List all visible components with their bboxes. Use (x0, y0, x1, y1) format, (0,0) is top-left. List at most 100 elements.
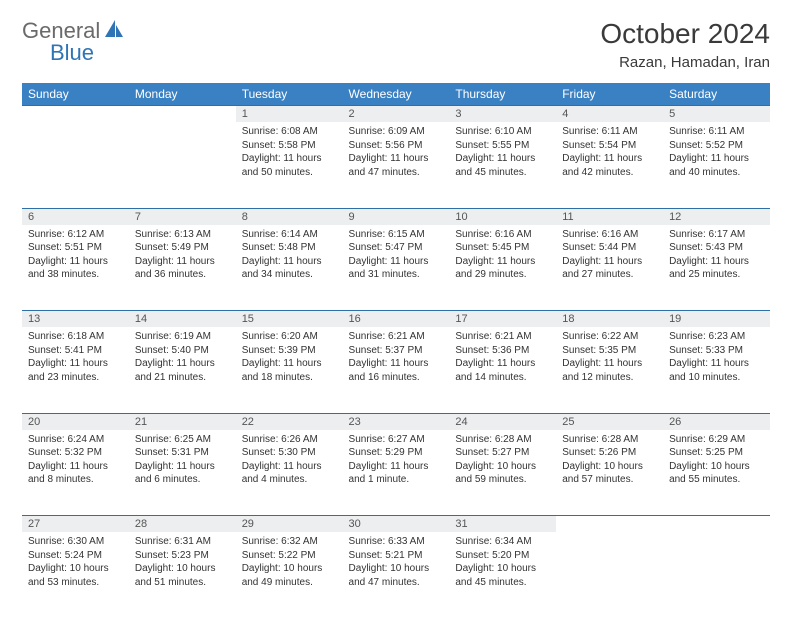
weekday-header: Monday (129, 83, 236, 106)
sunrise-line: Sunrise: 6:21 AM (349, 330, 444, 344)
day-cell: Sunrise: 6:17 AMSunset: 5:43 PMDaylight:… (663, 225, 770, 311)
day-cell: Sunrise: 6:26 AMSunset: 5:30 PMDaylight:… (236, 430, 343, 516)
day-number: 12 (663, 208, 770, 225)
sunrise-line: Sunrise: 6:12 AM (28, 228, 123, 242)
day-number: 7 (129, 208, 236, 225)
day-number (22, 106, 129, 123)
sunset-line: Sunset: 5:22 PM (242, 549, 337, 563)
sunrise-line: Sunrise: 6:11 AM (669, 125, 764, 139)
sunrise-line: Sunrise: 6:16 AM (455, 228, 550, 242)
sunrise-line: Sunrise: 6:15 AM (349, 228, 444, 242)
day-number: 13 (22, 311, 129, 328)
sunrise-line: Sunrise: 6:10 AM (455, 125, 550, 139)
day-cell: Sunrise: 6:16 AMSunset: 5:44 PMDaylight:… (556, 225, 663, 311)
sunset-line: Sunset: 5:30 PM (242, 446, 337, 460)
title-block: October 2024 Razan, Hamadan, Iran (600, 18, 770, 71)
sunset-line: Sunset: 5:24 PM (28, 549, 123, 563)
sunrise-line: Sunrise: 6:26 AM (242, 433, 337, 447)
day-content-row: Sunrise: 6:18 AMSunset: 5:41 PMDaylight:… (22, 327, 770, 413)
daylight-line: Daylight: 11 hours and 12 minutes. (562, 357, 657, 384)
day-cell: Sunrise: 6:15 AMSunset: 5:47 PMDaylight:… (343, 225, 450, 311)
day-number: 11 (556, 208, 663, 225)
sunrise-line: Sunrise: 6:28 AM (562, 433, 657, 447)
logo: General Blue (22, 18, 125, 44)
sunset-line: Sunset: 5:35 PM (562, 344, 657, 358)
sunset-line: Sunset: 5:49 PM (135, 241, 230, 255)
day-cell: Sunrise: 6:30 AMSunset: 5:24 PMDaylight:… (22, 532, 129, 618)
day-cell (22, 122, 129, 208)
weekday-header: Saturday (663, 83, 770, 106)
day-cell: Sunrise: 6:33 AMSunset: 5:21 PMDaylight:… (343, 532, 450, 618)
sunrise-line: Sunrise: 6:31 AM (135, 535, 230, 549)
sunset-line: Sunset: 5:40 PM (135, 344, 230, 358)
daylight-line: Daylight: 11 hours and 23 minutes. (28, 357, 123, 384)
day-number: 9 (343, 208, 450, 225)
day-number: 30 (343, 516, 450, 533)
daylight-line: Daylight: 11 hours and 1 minute. (349, 460, 444, 487)
day-number: 26 (663, 413, 770, 430)
sunrise-line: Sunrise: 6:17 AM (669, 228, 764, 242)
page-title: October 2024 (600, 18, 770, 50)
day-cell: Sunrise: 6:20 AMSunset: 5:39 PMDaylight:… (236, 327, 343, 413)
sunset-line: Sunset: 5:54 PM (562, 139, 657, 153)
day-cell: Sunrise: 6:09 AMSunset: 5:56 PMDaylight:… (343, 122, 450, 208)
day-cell: Sunrise: 6:13 AMSunset: 5:49 PMDaylight:… (129, 225, 236, 311)
sunset-line: Sunset: 5:39 PM (242, 344, 337, 358)
sunrise-line: Sunrise: 6:08 AM (242, 125, 337, 139)
sunrise-line: Sunrise: 6:25 AM (135, 433, 230, 447)
daylight-line: Daylight: 11 hours and 47 minutes. (349, 152, 444, 179)
day-number (129, 106, 236, 123)
day-cell (129, 122, 236, 208)
day-content-row: Sunrise: 6:08 AMSunset: 5:58 PMDaylight:… (22, 122, 770, 208)
day-number: 31 (449, 516, 556, 533)
daylight-line: Daylight: 11 hours and 29 minutes. (455, 255, 550, 282)
daylight-line: Daylight: 11 hours and 21 minutes. (135, 357, 230, 384)
day-cell: Sunrise: 6:32 AMSunset: 5:22 PMDaylight:… (236, 532, 343, 618)
sunset-line: Sunset: 5:52 PM (669, 139, 764, 153)
day-content-row: Sunrise: 6:12 AMSunset: 5:51 PMDaylight:… (22, 225, 770, 311)
day-cell: Sunrise: 6:11 AMSunset: 5:52 PMDaylight:… (663, 122, 770, 208)
sunset-line: Sunset: 5:41 PM (28, 344, 123, 358)
sunrise-line: Sunrise: 6:14 AM (242, 228, 337, 242)
day-cell (663, 532, 770, 618)
day-number: 15 (236, 311, 343, 328)
day-number-row: 13141516171819 (22, 311, 770, 328)
day-number: 14 (129, 311, 236, 328)
sunset-line: Sunset: 5:36 PM (455, 344, 550, 358)
location-label: Razan, Hamadan, Iran (600, 54, 770, 71)
day-number: 3 (449, 106, 556, 123)
day-number-row: 2728293031 (22, 516, 770, 533)
sunrise-line: Sunrise: 6:24 AM (28, 433, 123, 447)
sunset-line: Sunset: 5:48 PM (242, 241, 337, 255)
day-cell: Sunrise: 6:23 AMSunset: 5:33 PMDaylight:… (663, 327, 770, 413)
sunset-line: Sunset: 5:23 PM (135, 549, 230, 563)
sunset-line: Sunset: 5:20 PM (455, 549, 550, 563)
day-cell: Sunrise: 6:10 AMSunset: 5:55 PMDaylight:… (449, 122, 556, 208)
day-number: 20 (22, 413, 129, 430)
day-cell: Sunrise: 6:14 AMSunset: 5:48 PMDaylight:… (236, 225, 343, 311)
day-cell: Sunrise: 6:29 AMSunset: 5:25 PMDaylight:… (663, 430, 770, 516)
daylight-line: Daylight: 10 hours and 51 minutes. (135, 562, 230, 589)
day-number: 16 (343, 311, 450, 328)
day-content-row: Sunrise: 6:24 AMSunset: 5:32 PMDaylight:… (22, 430, 770, 516)
daylight-line: Daylight: 11 hours and 27 minutes. (562, 255, 657, 282)
sunrise-line: Sunrise: 6:19 AM (135, 330, 230, 344)
daylight-line: Daylight: 11 hours and 36 minutes. (135, 255, 230, 282)
day-cell: Sunrise: 6:19 AMSunset: 5:40 PMDaylight:… (129, 327, 236, 413)
daylight-line: Daylight: 11 hours and 40 minutes. (669, 152, 764, 179)
day-number: 24 (449, 413, 556, 430)
day-number: 2 (343, 106, 450, 123)
day-cell: Sunrise: 6:24 AMSunset: 5:32 PMDaylight:… (22, 430, 129, 516)
calendar-table: SundayMondayTuesdayWednesdayThursdayFrid… (22, 83, 770, 618)
sunset-line: Sunset: 5:27 PM (455, 446, 550, 460)
weekday-header: Wednesday (343, 83, 450, 106)
day-number: 25 (556, 413, 663, 430)
daylight-line: Daylight: 10 hours and 53 minutes. (28, 562, 123, 589)
sunrise-line: Sunrise: 6:23 AM (669, 330, 764, 344)
sunset-line: Sunset: 5:47 PM (349, 241, 444, 255)
sunrise-line: Sunrise: 6:30 AM (28, 535, 123, 549)
weekday-header: Tuesday (236, 83, 343, 106)
daylight-line: Daylight: 10 hours and 49 minutes. (242, 562, 337, 589)
daylight-line: Daylight: 11 hours and 10 minutes. (669, 357, 764, 384)
day-number: 6 (22, 208, 129, 225)
